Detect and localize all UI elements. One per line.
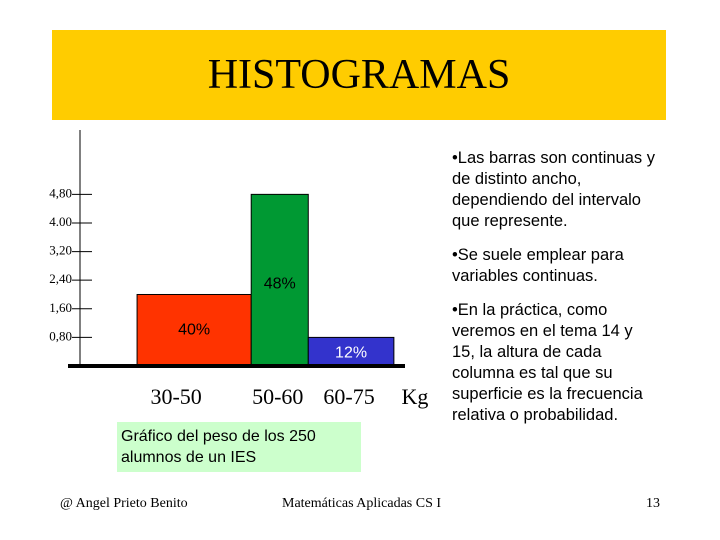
x-axis-label: Kg — [402, 384, 429, 409]
bar-label: 40% — [178, 322, 210, 339]
caption: Gráfico del peso de los 250 alumnos de u… — [117, 422, 361, 472]
bar — [307, 336, 395, 367]
y-tick-label: 4,80 — [49, 185, 72, 200]
bullets: •Las barras son continuas y de distinto … — [452, 148, 660, 439]
y-tick-label: 0,80 — [49, 328, 72, 343]
bin-label: 30-50 — [150, 384, 201, 409]
bar — [136, 293, 252, 367]
footer-author: @ Angel Prieto Benito — [60, 496, 188, 511]
y-tick-label: 3,20 — [49, 243, 72, 258]
title: HISTOGRAMAS — [52, 30, 666, 120]
bullet: •En la práctica, como veremos en el tema… — [452, 301, 643, 424]
histogram: 0,80 1,60 2,40 3,20 4.00 4,80 40% 30-50 48% 50-60… — [49, 130, 429, 409]
y-tick-label: 2,40 — [49, 271, 72, 286]
y-tick-label: 1,60 — [49, 300, 72, 315]
footer-page: 13 — [646, 496, 660, 511]
bullet: •Las barras son continuas y de distinto … — [452, 149, 655, 230]
bar — [250, 193, 309, 367]
bullet: •Se suele emplear para variables continu… — [452, 246, 624, 285]
bar-label: 48% — [264, 276, 296, 293]
bar-label: 12% — [335, 345, 367, 362]
bin-label: 60-75 — [323, 384, 374, 409]
footer-course: Matemáticas Aplicadas CS I — [282, 496, 442, 511]
bin-label: 50-60 — [252, 384, 303, 409]
y-tick-label: 4.00 — [49, 214, 72, 229]
